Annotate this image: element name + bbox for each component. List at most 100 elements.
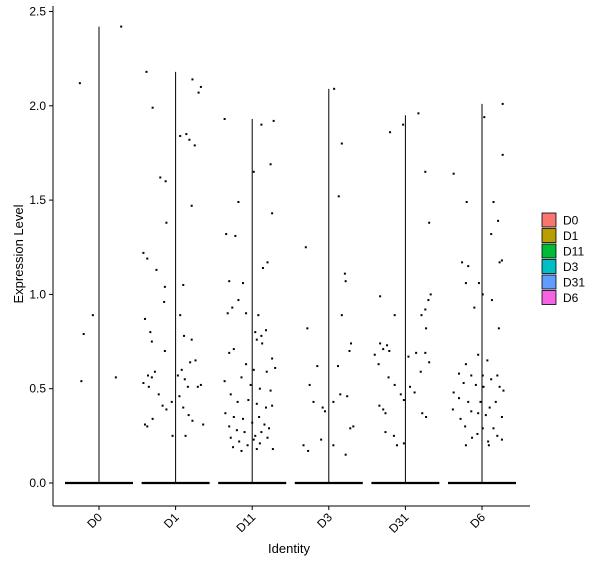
data-point — [271, 404, 274, 407]
data-point — [321, 406, 324, 409]
data-point — [180, 368, 183, 371]
data-point — [161, 404, 164, 407]
data-point — [306, 327, 309, 330]
data-point — [240, 376, 243, 379]
data-point — [190, 204, 193, 207]
violin-group-d1 — [141, 70, 210, 485]
data-point — [258, 415, 261, 418]
data-point — [409, 385, 411, 388]
data-point — [187, 414, 190, 417]
data-point — [320, 438, 323, 441]
data-point — [151, 417, 154, 420]
data-point — [470, 410, 473, 413]
data-point — [352, 425, 355, 428]
legend-swatch — [541, 212, 557, 228]
y-tick-label: 1.0 — [29, 287, 46, 301]
data-point — [183, 334, 186, 337]
data-point — [373, 353, 376, 356]
data-point — [490, 233, 493, 236]
data-point — [266, 436, 269, 439]
data-point — [464, 363, 467, 366]
data-point — [492, 200, 495, 203]
data-point — [240, 449, 243, 452]
data-point — [237, 299, 240, 302]
legend-label: D6 — [563, 291, 579, 305]
data-point — [461, 261, 464, 264]
data-point — [486, 359, 489, 362]
data-point — [271, 448, 274, 451]
data-point — [477, 282, 480, 285]
y-tick-label: 2.0 — [29, 99, 46, 113]
x-tick-label-d31: D31 — [386, 510, 412, 536]
data-point — [157, 393, 160, 396]
data-point — [349, 427, 352, 430]
data-point — [477, 353, 480, 356]
data-point — [498, 385, 501, 388]
data-point — [261, 267, 264, 269]
data-point — [481, 293, 484, 296]
data-point — [146, 257, 149, 260]
data-point — [193, 144, 196, 147]
data-point — [395, 444, 398, 447]
data-point — [484, 414, 487, 417]
data-point — [337, 195, 340, 198]
data-point — [163, 285, 166, 288]
data-point — [388, 349, 391, 352]
data-point — [255, 338, 258, 341]
data-point — [260, 431, 263, 434]
data-point — [183, 378, 186, 381]
data-point — [428, 361, 431, 364]
data-point — [266, 261, 269, 264]
data-point — [304, 246, 307, 249]
data-point — [494, 400, 497, 403]
data-point — [487, 440, 490, 443]
x-tick-label-d11: D11 — [233, 510, 258, 535]
data-point — [165, 221, 168, 224]
data-point — [458, 397, 461, 400]
violin-group-d6 — [448, 102, 516, 485]
legend-item-d11: D11 — [541, 243, 584, 259]
data-point — [199, 85, 202, 88]
legend-swatch — [541, 274, 557, 290]
data-point — [407, 355, 410, 358]
data-point — [302, 444, 305, 447]
data-point — [350, 342, 353, 345]
data-point — [82, 333, 85, 336]
data-point — [146, 425, 149, 428]
data-point — [147, 374, 150, 377]
data-point — [346, 395, 349, 398]
data-point — [490, 378, 493, 381]
data-point — [258, 387, 261, 390]
x-tick-label-d3: D3 — [314, 510, 335, 531]
data-point — [393, 383, 396, 386]
data-point — [452, 391, 455, 394]
data-point — [145, 70, 148, 73]
data-point — [420, 314, 423, 317]
data-point — [163, 300, 166, 303]
data-point — [191, 78, 194, 81]
data-point — [242, 417, 245, 420]
data-point — [462, 382, 465, 385]
data-point — [402, 123, 405, 126]
data-point — [191, 419, 194, 422]
data-point — [271, 212, 274, 215]
data-point — [165, 408, 168, 411]
data-point — [155, 268, 158, 271]
data-point — [147, 385, 150, 388]
data-point — [254, 434, 257, 437]
data-point — [252, 438, 255, 441]
data-point — [190, 338, 193, 341]
data-point — [348, 349, 351, 352]
data-point — [307, 449, 310, 452]
data-point — [254, 331, 257, 334]
data-point — [424, 170, 427, 173]
data-point — [255, 402, 258, 405]
legend-item-d0: D0 — [541, 212, 579, 228]
data-point — [392, 434, 395, 437]
data-point — [500, 259, 503, 262]
data-point — [387, 376, 390, 379]
data-point — [199, 383, 202, 386]
data-point — [332, 400, 335, 403]
data-point — [269, 389, 272, 392]
